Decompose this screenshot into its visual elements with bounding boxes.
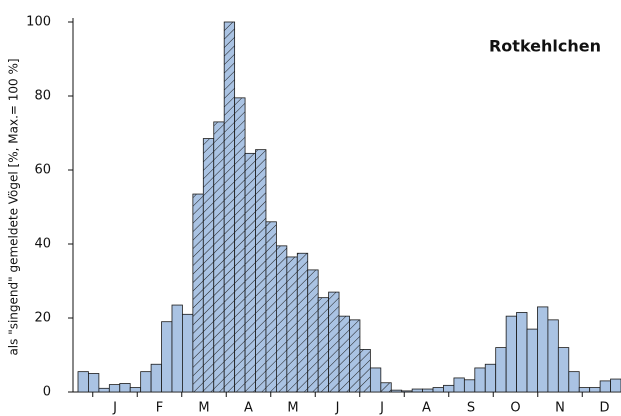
bar [296, 252, 309, 393]
bar [390, 389, 403, 393]
chart-title: Rotkehlchen [489, 37, 601, 56]
bar [537, 306, 549, 393]
bar [349, 319, 361, 393]
month-label: J [379, 401, 384, 416]
bar [317, 297, 330, 393]
bar [88, 373, 100, 393]
bar [307, 269, 319, 393]
bar [202, 138, 215, 393]
month-label: M [198, 401, 209, 416]
bar [568, 371, 580, 393]
bar [505, 315, 517, 393]
bar [359, 349, 371, 393]
y-tick-label: 40 [34, 237, 51, 252]
bar [328, 291, 340, 393]
month-label: A [244, 401, 253, 416]
bar [411, 388, 423, 393]
bar [98, 387, 110, 393]
bar [213, 121, 225, 393]
bar [108, 384, 121, 393]
bar [223, 21, 236, 393]
bar [474, 367, 486, 393]
bar [443, 384, 455, 393]
y-tick-label: 20 [34, 311, 51, 326]
bar [119, 383, 131, 393]
bar [192, 193, 204, 393]
month-label: J [112, 401, 117, 416]
month-label: O [510, 401, 520, 416]
bar [516, 312, 528, 393]
y-tick-label: 0 [43, 385, 51, 400]
bar [140, 371, 152, 393]
bar [589, 387, 601, 393]
bar [432, 387, 444, 393]
month-label: F [156, 401, 163, 416]
bar [286, 256, 298, 393]
bar [150, 363, 162, 393]
bar [463, 379, 476, 393]
month-label: A [422, 401, 431, 416]
bar [338, 315, 350, 393]
y-tick-label: 60 [34, 163, 51, 178]
y-axis-label: als "singend" gemeldete Vögel [%, Max.= … [7, 58, 21, 355]
month-label: M [287, 401, 298, 416]
bar [547, 319, 559, 393]
bar [578, 387, 591, 393]
y-tick-label: 100 [26, 15, 51, 30]
bar [599, 380, 611, 393]
bar [610, 378, 621, 393]
bar [422, 388, 434, 393]
bar [276, 245, 288, 393]
bar [161, 321, 173, 393]
bar [129, 387, 142, 393]
bar [453, 377, 465, 393]
month-label: N [555, 401, 565, 416]
y-tick-label: 80 [34, 89, 51, 104]
bar [234, 97, 246, 393]
bar [244, 152, 256, 393]
bar [484, 363, 497, 393]
bar [255, 149, 267, 393]
bar [182, 313, 194, 393]
month-label: S [467, 401, 475, 416]
bar [557, 347, 570, 393]
bar [369, 367, 382, 393]
bar [77, 371, 89, 393]
bar [495, 347, 507, 393]
bar [171, 304, 183, 393]
bar [265, 221, 277, 393]
bar [526, 328, 538, 393]
bar [380, 382, 392, 393]
month-label: J [335, 401, 340, 416]
bar [401, 390, 413, 393]
month-label: D [599, 401, 609, 416]
